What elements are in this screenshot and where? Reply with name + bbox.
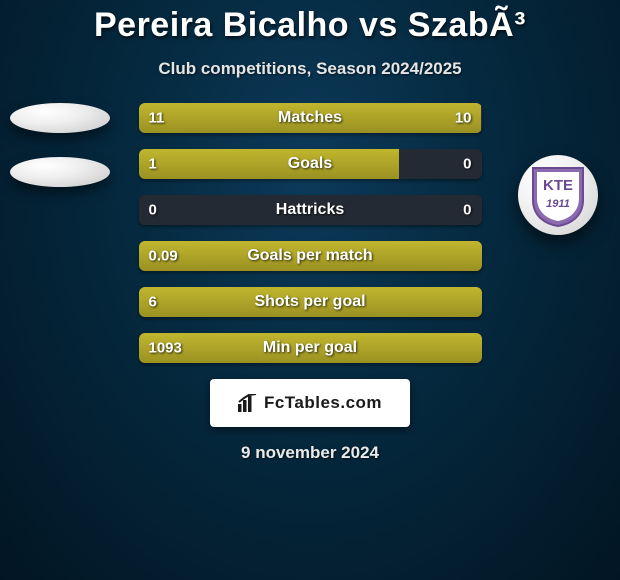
stat-bar: Matches 11 10 xyxy=(139,103,482,133)
comparison-bars: Matches1110Goals10Hattricks00Goals per m… xyxy=(139,103,482,363)
stat-bar-label: Shots per goal xyxy=(254,293,365,311)
stat-bar-label: Min per goal xyxy=(263,339,357,357)
badge-kte-text: KTE xyxy=(543,177,573,194)
stat-bar: Min per goal 1093 xyxy=(139,333,482,363)
stat-bar-label: Goals per match xyxy=(247,247,372,265)
page-title: Pereira Bicalho vs SzabÃ³ xyxy=(0,0,620,45)
stat-bar-left-fill xyxy=(139,149,400,179)
kte-shield-icon: KTE 1911 xyxy=(523,160,593,230)
stat-bar-left-value: 1 xyxy=(149,156,157,173)
stat-bar-label: Goals xyxy=(288,155,332,173)
badge-year-text: 1911 xyxy=(546,198,570,210)
footer-date: 9 november 2024 xyxy=(0,443,620,463)
stat-bar-left-value: 0.09 xyxy=(149,248,178,265)
stat-bar-right-value: 10 xyxy=(455,110,472,127)
stat-bar-right-value: 0 xyxy=(463,156,471,173)
stat-bar: Goals per match 0.09 xyxy=(139,241,482,271)
stat-bar: Shots per goal 6 xyxy=(139,287,482,317)
brand-chart-icon xyxy=(238,394,258,412)
subtitle: Club competitions, Season 2024/2025 xyxy=(0,59,620,79)
stat-bar: Goals 1 0 xyxy=(139,149,482,179)
comparison-area: KTE 1911 Matches1110Goals10Hattricks00Go… xyxy=(0,103,620,463)
stat-bar: Hattricks 0 0 xyxy=(139,195,482,225)
stat-bar-left-value: 1093 xyxy=(149,340,182,357)
brand-text: FcTables.com xyxy=(264,393,382,413)
stat-bar-left-value: 6 xyxy=(149,294,157,311)
brand-badge: FcTables.com xyxy=(210,379,410,427)
left-placeholder-badge xyxy=(10,103,110,133)
stat-bar-label: Matches xyxy=(278,109,342,127)
right-team-badge: KTE 1911 xyxy=(518,155,598,235)
stat-bar-label: Hattricks xyxy=(276,201,344,219)
stat-bar-left-value: 11 xyxy=(149,110,165,127)
stat-bar-left-value: 0 xyxy=(149,202,157,219)
stat-bar-right-value: 0 xyxy=(463,202,471,219)
left-placeholder-badge xyxy=(10,157,110,187)
